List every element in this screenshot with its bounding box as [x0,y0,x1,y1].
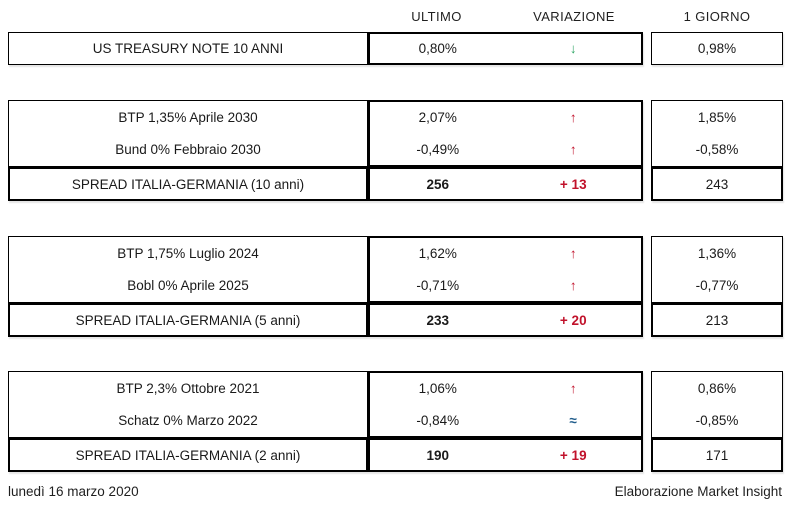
spread-label: SPREAD ITALIA-GERMANIA (5 anni) [75,312,301,328]
down-arrow-icon: ↓ [569,41,577,56]
values-box-2y: 1,06% ↑ -0,84% ≈ [368,371,643,438]
giorno-box-5y: 1,36% -0,77% [651,236,783,303]
us-treasury-values-box: 0,80% ↓ [368,32,643,65]
spread-values-box-5y: 233 + 20 [368,303,643,337]
spread-giorno: 243 [705,176,729,192]
spread-ultimo: 256 [426,176,450,192]
giorno-box-2y: 0,86% -0,85% [651,371,783,438]
ultimo-value: 1,62% [418,246,457,262]
ultimo-value: -0,84% [416,412,460,428]
bond-label: Bobl 0% Aprile 2025 [127,278,249,294]
bond-label: BTP 2,3% Ottobre 2021 [116,380,260,396]
spread-label: SPREAD ITALIA-GERMANIA (10 anni) [71,176,305,192]
bond-label: Bund 0% Febbraio 2030 [115,142,261,158]
spread-giorno: 213 [705,312,729,328]
us-treasury-giorno-box: 0,98% [651,32,783,65]
ultimo-value: 0,80% [418,41,457,56]
giorno-value: 0,86% [697,380,737,396]
spread-label-box-10y: SPREAD ITALIA-GERMANIA (10 anni) [8,167,368,201]
spread-ultimo: 190 [426,447,450,463]
ultimo-value: -0,71% [416,277,460,293]
up-arrow-icon: ↑ [569,246,577,262]
up-arrow-icon: ↑ [569,381,577,397]
spread-giorno-box-2y: 171 [651,438,783,472]
spread-label: SPREAD ITALIA-GERMANIA (2 anni) [75,447,301,463]
spread-variazione: + 19 [559,447,587,463]
giorno-value: -0,58% [695,142,739,158]
bond-label: US TREASURY NOTE 10 ANNI [92,41,284,56]
spread-variazione: + 20 [559,312,587,328]
bond-labels-10y: BTP 1,35% Aprile 2030 Bund 0% Febbraio 2… [8,100,368,167]
bond-label: Schatz 0% Marzo 2022 [118,413,258,429]
bond-labels-5y: BTP 1,75% Luglio 2024 Bobl 0% Aprile 202… [8,236,368,303]
column-header-ultimo: ULTIMO [411,9,462,24]
ultimo-value: 2,07% [418,110,457,126]
spread-giorno-box-10y: 243 [651,167,783,201]
column-header-variazione: VARIAZIONE [533,9,615,24]
giorno-box-10y: 1,85% -0,58% [651,100,783,167]
giorno-value: 1,85% [697,109,737,125]
bond-label: BTP 1,75% Luglio 2024 [117,245,259,261]
up-arrow-icon: ↑ [569,277,577,293]
spread-ultimo: 233 [426,312,450,328]
up-arrow-icon: ↑ [569,110,577,126]
footer-date: lunedì 16 marzo 2020 [8,484,139,499]
giorno-value: -0,77% [695,278,739,294]
column-header-1giorno: 1 GIORNO [683,9,751,24]
bond-labels-2y: BTP 2,3% Ottobre 2021 Schatz 0% Marzo 20… [8,371,368,438]
spread-label-box-2y: SPREAD ITALIA-GERMANIA (2 anni) [8,438,368,472]
ultimo-value: -0,49% [416,141,460,157]
spread-values-box-10y: 256 + 13 [368,167,643,201]
giorno-value: 0,98% [697,41,737,56]
giorno-value: 1,36% [697,245,737,261]
spread-values-box-2y: 190 + 19 [368,438,643,472]
spread-label-box-5y: SPREAD ITALIA-GERMANIA (5 anni) [8,303,368,337]
values-box-5y: 1,62% ↑ -0,71% ↑ [368,236,643,303]
approx-equal-icon: ≈ [569,412,577,428]
bond-label: BTP 1,35% Aprile 2030 [118,109,258,125]
spread-variazione: + 13 [559,176,587,192]
giorno-value: -0,85% [695,413,739,429]
up-arrow-icon: ↑ [569,141,577,157]
footer-credit: Elaborazione Market Insight [614,484,782,499]
spread-giorno-box-5y: 213 [651,303,783,337]
ultimo-value: 1,06% [418,381,457,397]
values-box-10y: 2,07% ↑ -0,49% ↑ [368,100,643,167]
spread-giorno: 171 [705,447,729,463]
us-treasury-label-box: US TREASURY NOTE 10 ANNI [8,32,368,65]
